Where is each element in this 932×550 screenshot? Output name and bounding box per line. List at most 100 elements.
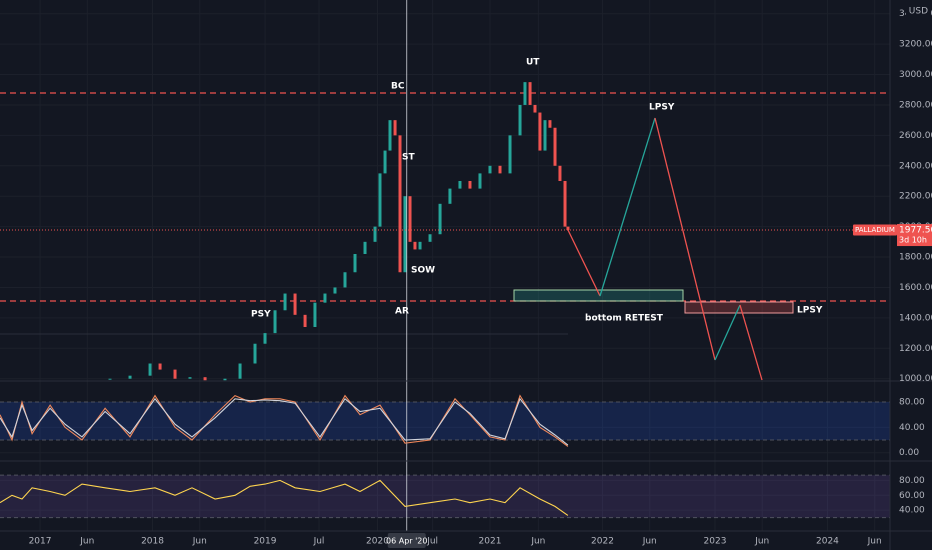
candle xyxy=(448,188,452,204)
y-tick-label: 3000.00 xyxy=(899,70,932,80)
x-tick-label: 2023 xyxy=(704,537,727,547)
x-tick-label: Jun xyxy=(642,537,657,547)
annotation: AR xyxy=(395,307,409,317)
candle xyxy=(558,165,562,181)
annotation: bottom RETEST xyxy=(585,314,664,324)
y-tick-label: 40.00 xyxy=(899,423,925,433)
candle xyxy=(373,226,377,242)
candle xyxy=(418,241,422,250)
candle xyxy=(528,82,532,105)
x-tick-label: 2024 xyxy=(816,537,839,547)
candle xyxy=(343,272,347,288)
y-tick-label: 2400.00 xyxy=(899,161,932,171)
candle xyxy=(458,180,462,189)
candle xyxy=(263,333,267,344)
candle xyxy=(413,241,417,250)
candle xyxy=(438,203,442,235)
projection-down xyxy=(654,117,716,361)
y-tick-label: 3200.00 xyxy=(899,40,932,50)
candle xyxy=(273,310,277,334)
x-tick-label: Jun xyxy=(867,537,882,547)
candle xyxy=(563,180,567,227)
indicator-line xyxy=(0,479,569,516)
annotation: UT xyxy=(526,58,540,68)
candle xyxy=(203,377,207,381)
price-tag xyxy=(897,224,932,247)
y-tick-label: 1400.00 xyxy=(899,313,932,323)
price-axis xyxy=(890,0,932,550)
candle xyxy=(523,82,527,105)
candle xyxy=(518,104,522,136)
candle xyxy=(403,196,407,273)
demand-zone xyxy=(513,289,684,302)
annotation: PSY xyxy=(251,310,271,320)
candle xyxy=(148,363,152,376)
candle xyxy=(428,234,432,242)
candle xyxy=(566,226,570,231)
y-tick-label: 2600.00 xyxy=(899,131,932,141)
candle xyxy=(238,363,242,379)
candle xyxy=(393,120,397,136)
axes: 2017 Jun 2018 Jun 2019 Jul 2020 Jul 2021 Jun 2022 J… xyxy=(29,9,932,548)
projection-up xyxy=(599,117,656,297)
candle xyxy=(478,173,482,189)
annotation: LPSY xyxy=(649,103,675,113)
candle xyxy=(548,120,552,128)
x-tick-label: 2019 xyxy=(254,537,277,547)
candle xyxy=(533,104,537,113)
candle xyxy=(158,363,162,370)
candle xyxy=(253,343,257,364)
candle xyxy=(488,165,492,174)
annotation: SOW xyxy=(411,266,435,276)
y-tick-label: 1800.00 xyxy=(899,253,932,263)
x-tick-label: Jun xyxy=(754,537,769,547)
grid xyxy=(0,401,890,519)
x-tick-label: Jun xyxy=(79,537,94,547)
candle xyxy=(188,377,192,379)
candle xyxy=(468,180,472,189)
projection-down xyxy=(739,304,763,381)
currency: USD xyxy=(909,7,928,17)
candle xyxy=(128,375,132,379)
y-tick-label: 80.00 xyxy=(899,476,925,486)
x-tick-label: Jun xyxy=(530,537,545,547)
x-tick-label: Jul xyxy=(313,537,325,547)
candle xyxy=(303,314,307,328)
x-tick-label: Jul xyxy=(426,537,438,547)
y-tick-label: 2800.00 xyxy=(899,100,932,110)
annotation: BC xyxy=(391,82,405,92)
candle xyxy=(363,241,367,254)
symbol: PALLADIUM xyxy=(855,226,895,234)
candle xyxy=(508,135,512,174)
candle xyxy=(293,293,297,315)
candle xyxy=(173,369,177,379)
indicator-line xyxy=(0,394,569,447)
currency-box xyxy=(906,5,930,16)
candle xyxy=(538,112,542,151)
crosshair-tag xyxy=(387,533,426,548)
candle xyxy=(553,127,557,166)
band xyxy=(0,401,890,441)
y-tick-label: 0.00 xyxy=(899,448,919,458)
band xyxy=(0,475,890,518)
annotation: ST xyxy=(402,153,415,163)
projection-up xyxy=(714,304,741,361)
y-tick-label: 40.00 xyxy=(899,506,925,516)
y-tick-label: 1200.00 xyxy=(899,344,932,354)
candle xyxy=(383,150,387,174)
y-tick-label: 2200.00 xyxy=(899,192,932,202)
x-tick-label: Jun xyxy=(192,537,207,547)
projection-down xyxy=(567,229,601,297)
crosshair-label: 06 Apr '20 xyxy=(386,537,427,546)
candle xyxy=(498,165,502,174)
candle xyxy=(543,120,547,151)
candle xyxy=(353,254,357,273)
symbol-tag xyxy=(853,224,897,236)
annotation: LPSY xyxy=(797,306,823,316)
x-tick-label: 2017 xyxy=(29,537,52,547)
marks xyxy=(0,0,890,531)
candle xyxy=(223,378,227,381)
candle xyxy=(108,378,112,380)
